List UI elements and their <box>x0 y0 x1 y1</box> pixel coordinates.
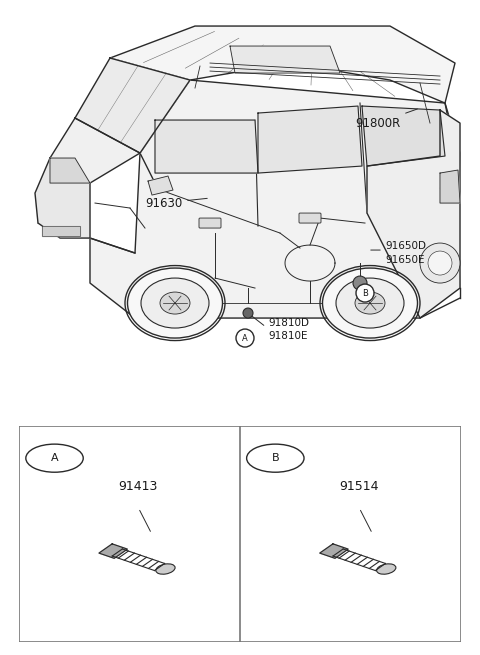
Text: 91413: 91413 <box>119 479 158 493</box>
Text: B: B <box>362 289 368 297</box>
Ellipse shape <box>355 292 385 314</box>
Polygon shape <box>99 544 127 558</box>
Polygon shape <box>75 58 190 153</box>
Circle shape <box>420 243 460 283</box>
Polygon shape <box>367 110 460 318</box>
Ellipse shape <box>323 268 418 338</box>
Circle shape <box>26 444 83 472</box>
Ellipse shape <box>141 278 209 328</box>
Polygon shape <box>362 106 445 166</box>
Text: 91630: 91630 <box>145 196 207 210</box>
Polygon shape <box>110 26 455 103</box>
Polygon shape <box>258 106 362 173</box>
Polygon shape <box>320 544 348 558</box>
Ellipse shape <box>128 268 223 338</box>
Text: B: B <box>272 453 279 463</box>
FancyBboxPatch shape <box>299 213 321 223</box>
Ellipse shape <box>160 292 190 314</box>
Ellipse shape <box>156 564 175 574</box>
Polygon shape <box>35 158 90 238</box>
Polygon shape <box>50 118 140 183</box>
Polygon shape <box>440 170 460 203</box>
Text: 91810E: 91810E <box>268 331 308 341</box>
Ellipse shape <box>377 564 396 574</box>
Polygon shape <box>42 226 80 236</box>
Circle shape <box>428 251 452 275</box>
Text: 91810D: 91810D <box>268 318 309 328</box>
Circle shape <box>356 284 374 302</box>
Circle shape <box>236 329 254 347</box>
Circle shape <box>247 444 304 472</box>
Ellipse shape <box>336 278 404 328</box>
Polygon shape <box>90 80 460 318</box>
Text: 91800R: 91800R <box>355 109 418 130</box>
Polygon shape <box>155 120 258 173</box>
Text: 91650E: 91650E <box>385 255 424 265</box>
Polygon shape <box>230 46 340 73</box>
Polygon shape <box>148 176 173 195</box>
FancyBboxPatch shape <box>199 218 221 228</box>
Polygon shape <box>50 158 90 183</box>
Text: 91650D: 91650D <box>385 241 426 251</box>
Text: A: A <box>242 333 248 343</box>
Text: A: A <box>51 453 59 463</box>
Circle shape <box>243 308 253 318</box>
Circle shape <box>353 276 367 290</box>
Text: 91514: 91514 <box>339 479 379 493</box>
